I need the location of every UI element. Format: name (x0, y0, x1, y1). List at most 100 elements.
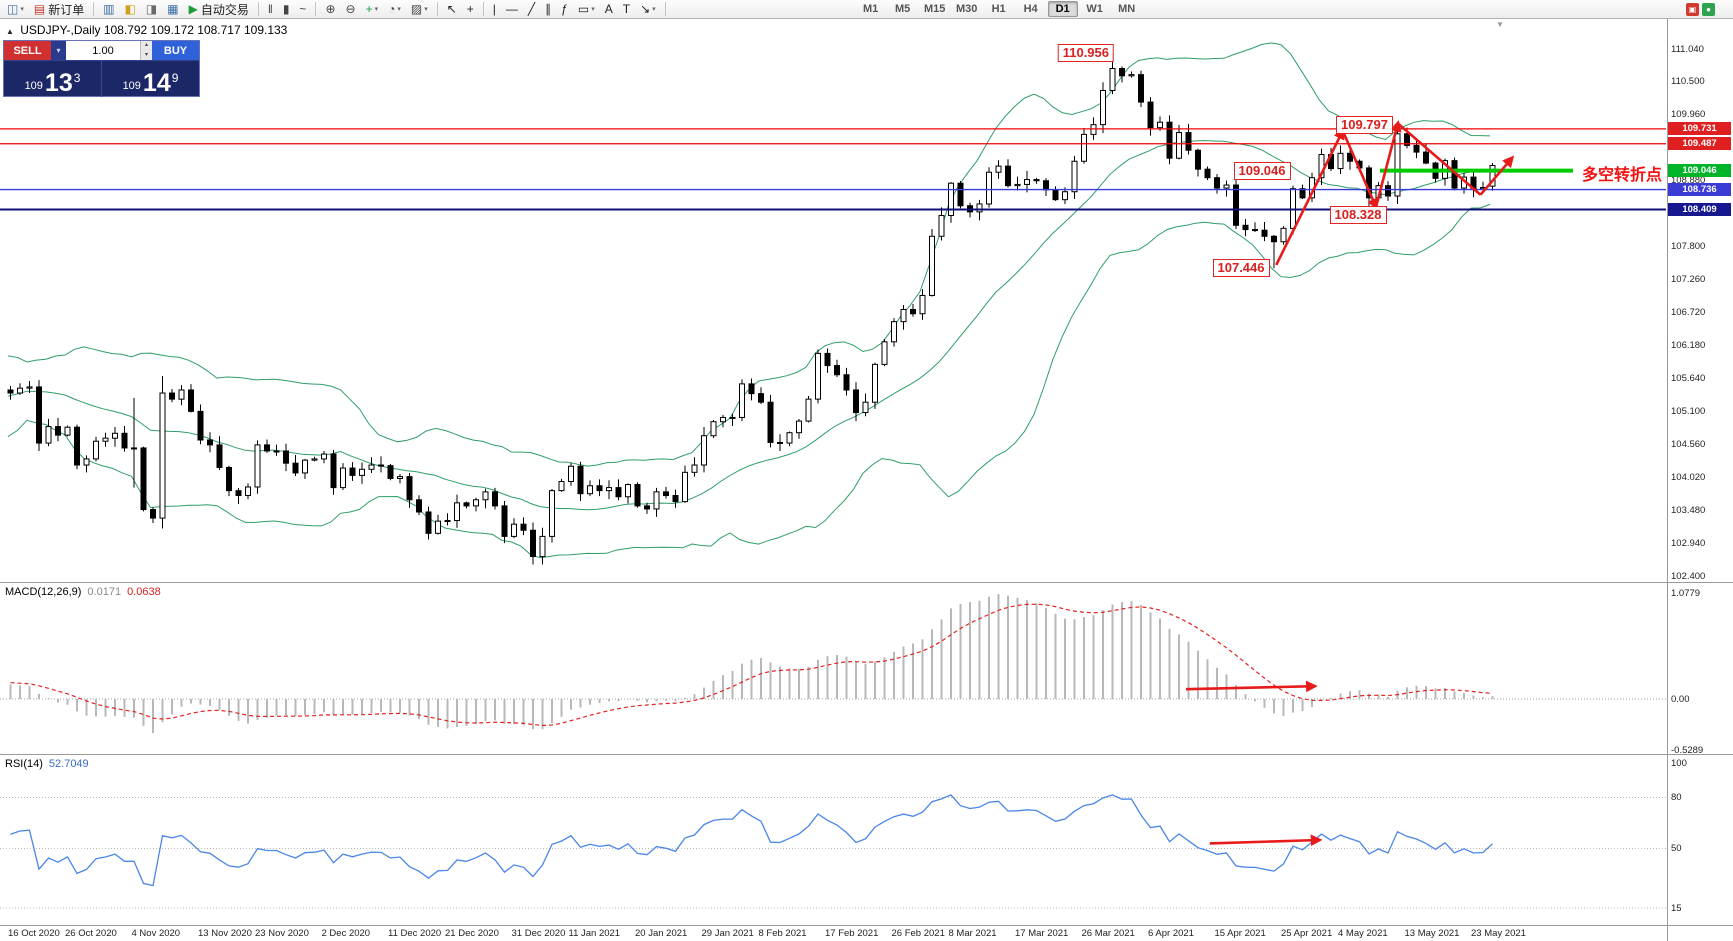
price-axis-label: 103.480 (1671, 504, 1706, 516)
macd-axis-label: 1.0779 (1671, 587, 1701, 599)
price-axis-label: 102.940 (1671, 537, 1706, 549)
macd-axis-label: -0.5289 (1671, 745, 1704, 757)
navigator-button[interactable]: ◨ (142, 0, 161, 18)
shapes-button[interactable]: ▭ ▾ (574, 0, 599, 18)
candle-bull (397, 476, 403, 479)
market-watch-button[interactable]: ▥ (99, 0, 118, 18)
new-order-button[interactable]: ▤ 新订单 (30, 0, 88, 18)
candle-bull (245, 486, 251, 497)
rsi-title: RSI(14) (5, 758, 43, 770)
text-icon: A (604, 2, 613, 16)
horizontal-line-button[interactable]: ― (502, 0, 522, 18)
volume-up-button[interactable]: ▴ (141, 41, 152, 51)
trendline-button[interactable]: ╱ (524, 0, 539, 18)
buy-price-small: 109 (122, 80, 141, 92)
timeframe-d1[interactable]: D1 (1047, 1, 1078, 17)
candle-bear (463, 502, 470, 507)
oct-collapse-icon[interactable]: ▲ (6, 27, 14, 36)
channel-icon: ∥ (545, 2, 552, 16)
timeframe-m5[interactable]: M5 (895, 3, 911, 15)
crosshair-button[interactable]: + (463, 0, 478, 18)
price-axis-label: 106.180 (1671, 339, 1706, 351)
trend-arrow-1 (1275, 127, 1345, 266)
candle-bull (1090, 124, 1097, 135)
candle-bear (188, 389, 194, 412)
market-watch-icon: ▥ (103, 2, 115, 16)
bar-chart-button[interactable]: ‖ (264, 0, 277, 18)
price-axis-label: 107.800 (1671, 241, 1706, 253)
oct-divider (101, 61, 102, 97)
zoom-out-button[interactable]: ⊖ (342, 0, 360, 18)
price-axis-label: 111.040 (1671, 43, 1704, 55)
trend-arrow-4 (1397, 122, 1482, 196)
timeframe-mn[interactable]: MN (1118, 3, 1136, 15)
buy-button[interactable]: BUY (152, 41, 199, 60)
candle-bear (834, 365, 840, 376)
price-annotation: 108.328 (1329, 206, 1387, 225)
timeframe-h4[interactable]: H4 (1023, 3, 1038, 15)
fibonacci-button[interactable]: ƒ (557, 0, 572, 18)
volume-dropdown-button[interactable]: ▾ (51, 41, 66, 60)
candle-bull (254, 444, 261, 488)
candle-bull (26, 386, 33, 389)
sell-button[interactable]: SELL (4, 41, 51, 60)
candle-bull (1081, 133, 1087, 162)
candle-bull (805, 398, 812, 422)
line-chart-icon: ~ (299, 2, 307, 16)
price-axis-label: 107.260 (1671, 274, 1706, 286)
periods-button[interactable]: ◔ ▾ (384, 0, 405, 18)
candle-bull (45, 426, 52, 444)
autotrading-button[interactable]: ▶ 自动交易 (185, 0, 253, 18)
community-icon[interactable]: ● (1702, 2, 1715, 16)
indicators-button[interactable]: + ▾ (362, 0, 383, 18)
horizontal-line-icon: ― (505, 2, 518, 16)
templates-button[interactable]: ▨ ▾ (407, 0, 432, 18)
candle-bear (1413, 144, 1420, 153)
vertical-line-button[interactable]: | (489, 0, 500, 18)
candle-bear (767, 401, 774, 443)
timeframe-m15[interactable]: M15 (923, 3, 946, 15)
arrows-button[interactable]: ↘ ▾ (636, 0, 660, 18)
time-axis-label: 4 Nov 2020 (131, 928, 181, 939)
timeframe-w1[interactable]: W1 (1086, 3, 1103, 15)
rsi-arrow (1209, 834, 1323, 847)
trend-arrow-2 (1341, 130, 1379, 211)
candle-bull (1176, 132, 1182, 159)
candle-bear (777, 441, 783, 444)
dropdown-arrow-icon: ▾ (20, 6, 24, 13)
candle-bear (663, 491, 669, 497)
channel-button[interactable]: ∥ (541, 0, 555, 18)
cursor-button[interactable]: ↖ (443, 0, 461, 18)
candle-bear (140, 447, 147, 511)
terminal-button[interactable]: ▦ (163, 0, 182, 18)
volume-down-button[interactable]: ▾ (141, 50, 152, 60)
chart-title: ▲ USDJPY-,Daily 108.792 109.172 108.717 … (6, 23, 287, 37)
candle-bear (957, 182, 964, 207)
timeframe-h1[interactable]: H1 (991, 3, 1006, 15)
candle-bear (1119, 68, 1125, 77)
candle-bull (976, 203, 983, 213)
timeframe-m30[interactable]: M30 (955, 3, 978, 15)
candle-bear (615, 487, 622, 498)
text-label-button[interactable]: T (619, 0, 634, 18)
rsi-axis-label: 100 (1671, 758, 1687, 769)
time-axis-label: 8 Mar 2021 (948, 928, 997, 939)
data-window-button[interactable]: ◧ (121, 0, 140, 18)
new-chart-button[interactable]: ◫ ▾ (3, 0, 28, 18)
price-axis-label: 104.020 (1671, 471, 1706, 483)
text-button[interactable]: A (601, 0, 617, 18)
text-label-icon: T (622, 2, 631, 16)
line-chart-button[interactable]: ~ (295, 0, 310, 18)
news-icon[interactable]: ▣ (1686, 2, 1699, 16)
volume-input[interactable] (66, 41, 140, 60)
candle-bear (1043, 180, 1049, 191)
candle-bull (938, 215, 945, 237)
crosshair-icon: + (466, 2, 474, 16)
oct-top-row: SELL ▾ ▴ ▾ BUY (4, 41, 199, 61)
candle-bear (1233, 184, 1239, 226)
candlestick-chart-button[interactable]: ▮ (279, 0, 294, 18)
zoom-in-button[interactable]: ⊕ (321, 0, 339, 18)
bar-chart-icon: ‖ (267, 2, 273, 16)
autotrading-button-label: 自动交易 (200, 2, 249, 17)
timeframe-m1[interactable]: M1 (863, 3, 879, 15)
